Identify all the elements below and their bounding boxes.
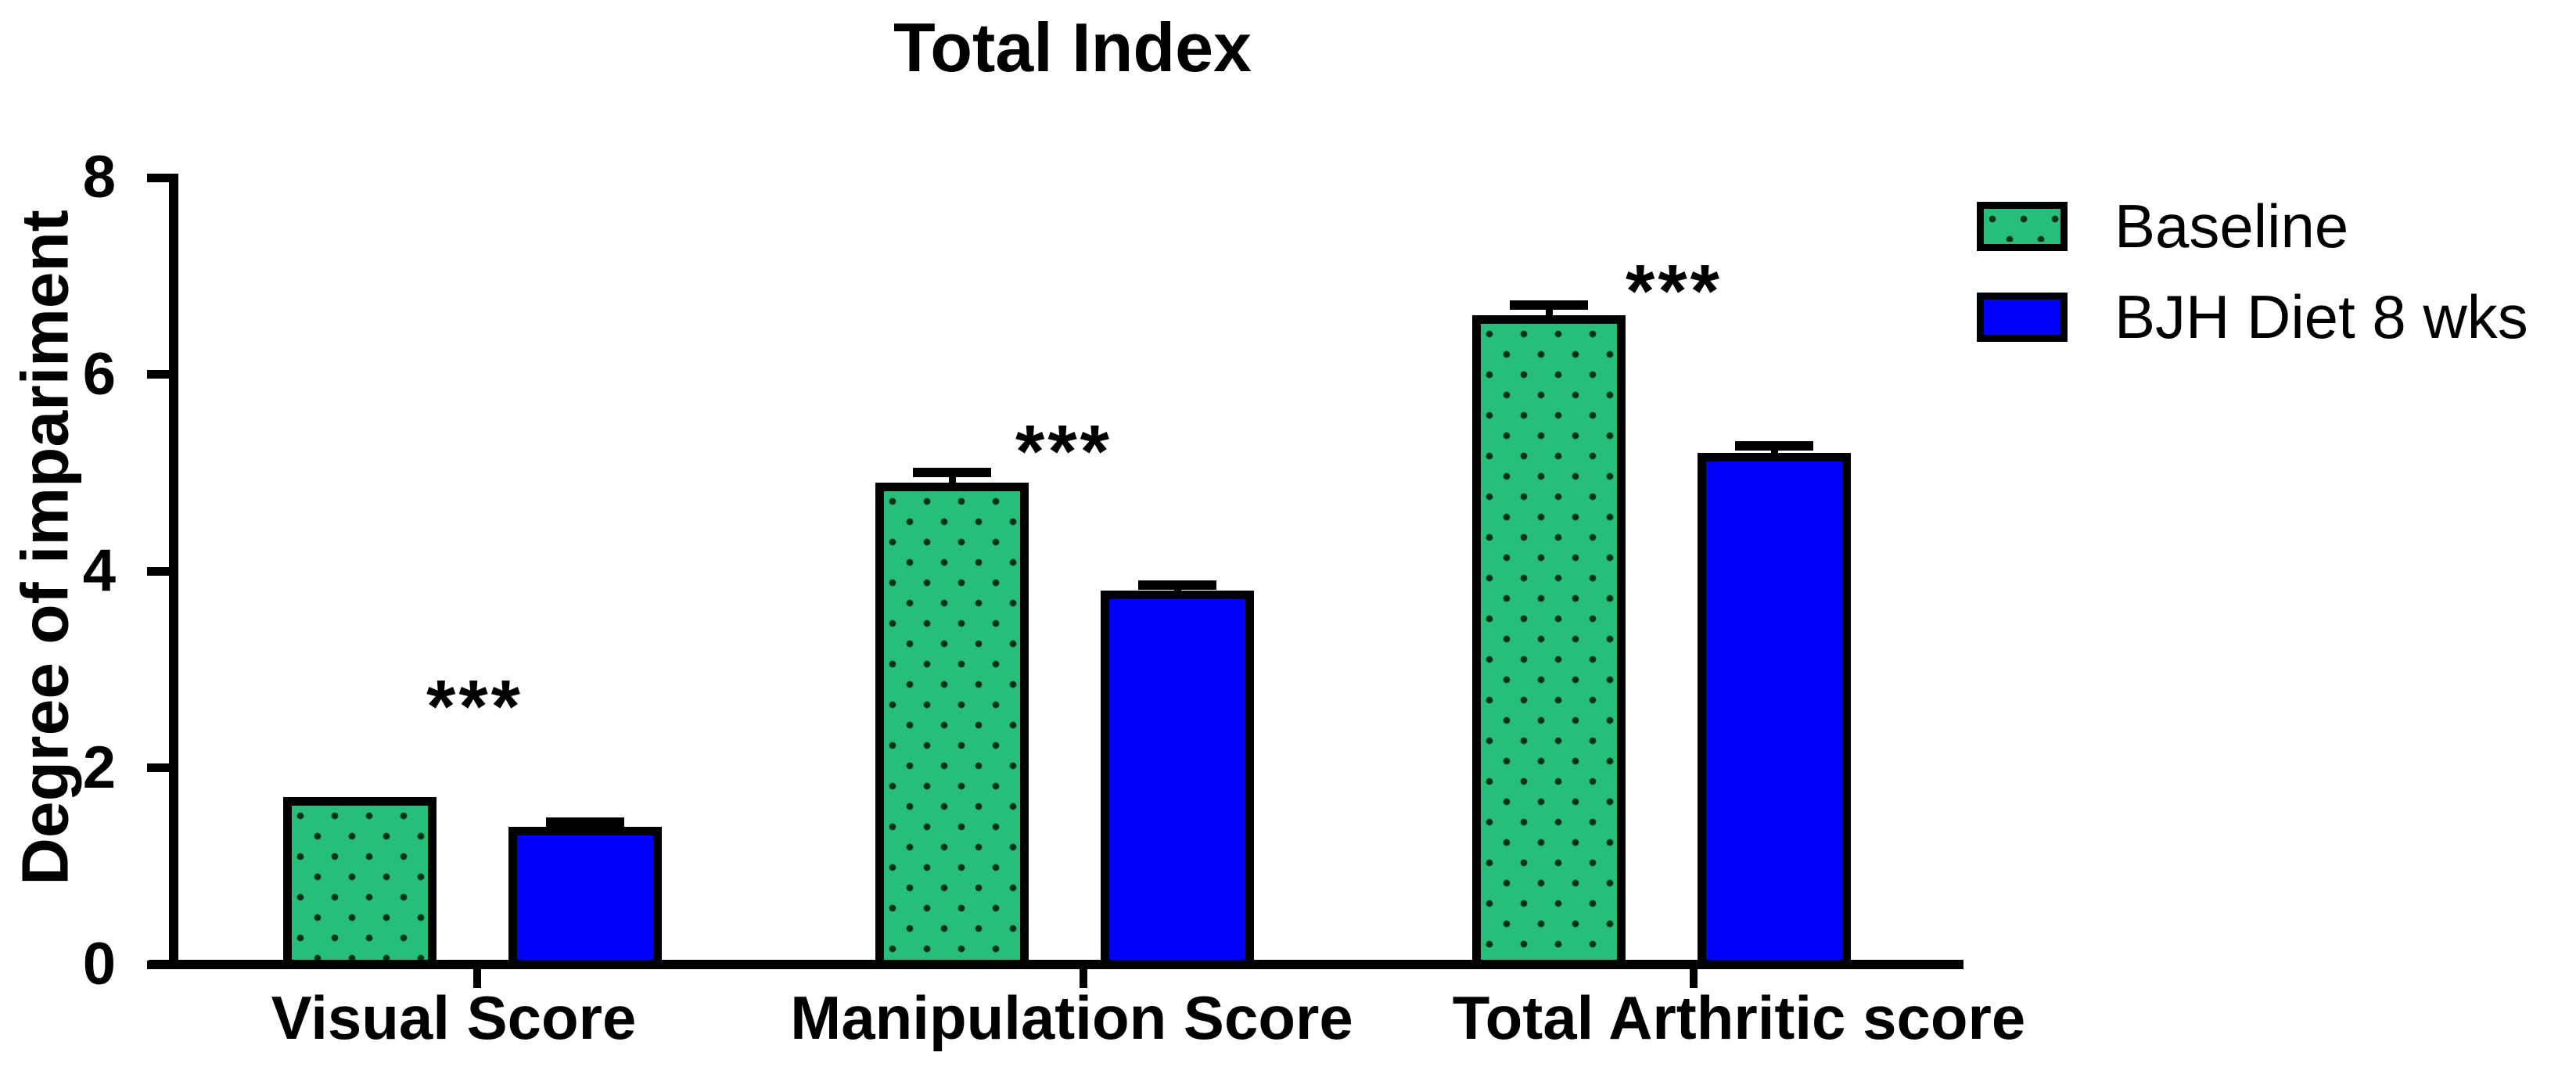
error-bar-cap-bjh-diet-8-wks-total-arthritic-score — [1735, 441, 1813, 451]
error-bar-stem-bjh-diet-8-wks-manipulation-score — [1173, 589, 1181, 593]
y-tick-label-8: 8 — [82, 144, 116, 210]
y-tick-2 — [147, 763, 171, 772]
y-tick-label-6: 6 — [82, 340, 116, 408]
error-bar-stem-bjh-diet-8-wks-total-arthritic-score — [1770, 451, 1778, 455]
legend-label-baseline: Baseline — [2114, 192, 2349, 260]
y-tick-0 — [147, 960, 171, 969]
x-tick-visual-score — [473, 969, 481, 988]
significance-marker-visual-score: *** — [426, 665, 524, 749]
y-tick-8 — [147, 173, 171, 182]
y-tick-label-2: 2 — [82, 734, 116, 801]
x-category-label-visual-score: Visual Score — [271, 983, 637, 1052]
error-bar-cap-bjh-diet-8-wks-manipulation-score — [1138, 580, 1216, 590]
bar-bjh-diet-8-wks-total-arthritic-score — [1698, 453, 1851, 968]
x-category-label-total-arthritic-score: Total Arthritic score — [1452, 983, 2026, 1052]
error-bar-stem-bjh-diet-8-wks-visual-score — [581, 826, 589, 828]
bar-baseline-visual-score — [283, 797, 437, 968]
bar-bjh-diet-8-wks-manipulation-score — [1101, 591, 1254, 968]
legend-swatch-baseline — [1977, 202, 2068, 251]
x-category-label-manipulation-score: Manipulation Score — [790, 983, 1353, 1052]
error-bar-stem-baseline-total-arthritic-score — [1545, 310, 1553, 318]
y-tick-4 — [147, 566, 171, 576]
error-bar-cap-baseline-manipulation-score — [913, 468, 991, 478]
error-bar-cap-bjh-diet-8-wks-visual-score — [546, 817, 624, 827]
x-tick-total-arthritic-score — [1690, 969, 1698, 988]
y-tick-6 — [147, 370, 171, 379]
y-tick-label-0: 0 — [82, 931, 116, 997]
error-bar-cap-baseline-total-arthritic-score — [1510, 300, 1588, 311]
bar-bjh-diet-8-wks-visual-score — [508, 826, 662, 968]
significance-marker-manipulation-score: *** — [1015, 410, 1113, 494]
bar-baseline-manipulation-score — [875, 482, 1029, 968]
y-tick-label-4: 4 — [82, 537, 116, 604]
error-bar-stem-baseline-manipulation-score — [948, 477, 956, 484]
significance-marker-total-arthritic-score: *** — [1625, 250, 1723, 333]
legend-swatch-bjh-diet-8-wks — [1977, 293, 2068, 342]
x-tick-manipulation-score — [1080, 969, 1087, 988]
bar-baseline-total-arthritic-score — [1472, 315, 1626, 968]
legend-label-bjh-diet-8-wks: BJH Diet 8 wks — [2114, 282, 2528, 351]
chart-title: Total Index — [893, 9, 1252, 86]
y-axis-line — [169, 174, 178, 969]
